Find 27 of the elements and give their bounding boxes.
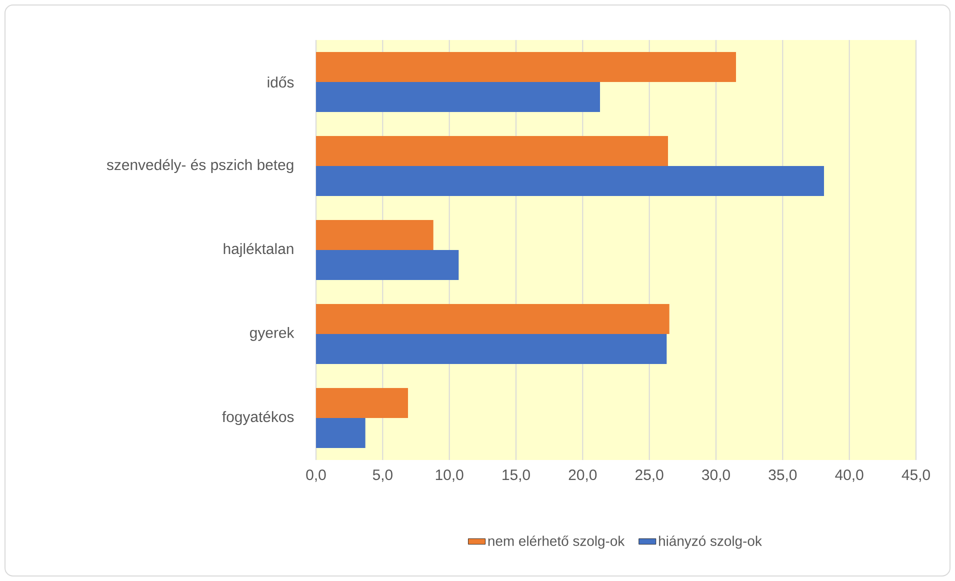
y-tick-label: hajléktalan	[224, 242, 294, 258]
x-tick-label: 20,0	[568, 470, 597, 482]
bar	[316, 82, 600, 112]
x-tick-label: 5,0	[372, 470, 392, 482]
x-tick-label: 0,0	[306, 470, 326, 482]
y-tick-label: szenvedély- és pszich beteg	[106, 158, 294, 174]
x-tick-label: 10,0	[436, 470, 464, 482]
bar	[316, 418, 366, 448]
bar	[316, 304, 670, 334]
bar	[316, 52, 736, 82]
bar	[316, 334, 667, 364]
x-tick-label: 35,0	[768, 470, 797, 482]
y-tick-label: gyerek	[250, 327, 294, 341]
bar	[316, 136, 668, 166]
x-tick-label: 30,0	[702, 470, 730, 482]
x-tick-label: 25,0	[636, 470, 664, 482]
bar	[316, 388, 408, 418]
bar	[316, 166, 824, 196]
bar	[316, 220, 434, 250]
legend-label: nem elérhető szolg-ok	[488, 536, 625, 549]
y-tick-label: fogyatékos	[222, 410, 294, 426]
bar	[316, 250, 459, 280]
x-tick-label: 40,0	[835, 470, 864, 482]
x-tick-label: 15,0	[502, 470, 530, 482]
legend-label: hiányzó szolg-ok	[659, 536, 762, 549]
y-tick-label: idős	[268, 76, 294, 88]
x-tick-label: 45,0	[902, 470, 930, 482]
